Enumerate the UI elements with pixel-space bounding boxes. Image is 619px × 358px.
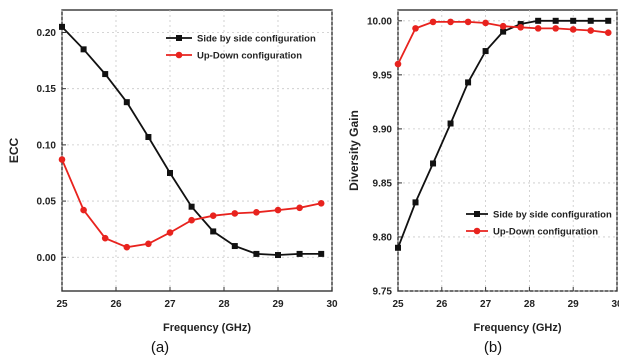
x-axis-label: Frequency (GHz)	[163, 322, 251, 334]
data-point	[58, 156, 66, 163]
data-point	[231, 243, 238, 250]
x-tick-label: 29	[272, 299, 284, 310]
data-point	[80, 206, 87, 214]
data-point	[535, 17, 542, 24]
data-point	[395, 244, 401, 251]
x-tick-label: 28	[524, 299, 536, 310]
x-tick-label: 25	[56, 299, 68, 310]
data-point	[569, 26, 577, 33]
y-tick-label: 9.75	[373, 287, 393, 298]
data-point	[145, 134, 152, 141]
data-point	[80, 46, 87, 53]
legend-marker	[175, 51, 183, 59]
data-point	[534, 25, 542, 32]
y-tick-label: 0.00	[37, 253, 57, 264]
data-point	[570, 17, 577, 24]
legend-marker	[473, 227, 481, 235]
legend: Side by side configuration Up-Down config…	[466, 210, 612, 238]
data-point	[167, 169, 173, 176]
x-tick-label: 30	[326, 299, 338, 310]
series-side-by-side	[59, 23, 325, 259]
y-tick-label: 0.10	[37, 140, 57, 151]
plot-area	[397, 9, 618, 292]
data-point	[188, 203, 195, 210]
data-point	[318, 250, 325, 257]
plot-area	[61, 9, 333, 292]
legend-label: Side by side configuration	[197, 34, 316, 45]
data-point	[604, 29, 612, 36]
data-point	[482, 48, 489, 55]
legend-label: Side by side configuration	[493, 210, 612, 221]
data-point	[587, 17, 594, 24]
x-tick-label: 27	[480, 299, 492, 310]
x-axis-label: Frequency (GHz)	[473, 322, 561, 334]
legend-marker	[176, 35, 182, 41]
data-point	[587, 27, 595, 34]
legend-marker	[474, 211, 480, 217]
x-tick-label: 26	[110, 299, 122, 310]
legend: Side by side configuration Up-Down config…	[166, 34, 316, 62]
data-point	[123, 243, 131, 251]
data-point	[500, 28, 507, 35]
data-point	[464, 18, 472, 26]
y-tick-label: 9.90	[373, 124, 393, 135]
data-point	[275, 252, 281, 259]
data-point	[274, 206, 282, 214]
data-point	[253, 209, 260, 216]
x-tick-label: 30	[611, 299, 619, 310]
data-point	[166, 229, 174, 236]
data-point	[209, 212, 217, 219]
data-point	[101, 234, 109, 242]
y-tick-label: 9.95	[373, 70, 393, 81]
panel-b: 25 26 27 28 29 30 9.75 9.80 9.85 9.90 9.95 10.00 Fre…	[347, 9, 619, 356]
data-point	[394, 60, 402, 68]
x-tick-label: 25	[392, 299, 404, 310]
data-point	[429, 18, 437, 26]
data-point	[145, 240, 152, 248]
y-tick-label: 10.00	[367, 16, 392, 27]
legend-label: Up-Down configuration	[197, 51, 302, 62]
x-tick-label: 29	[568, 299, 580, 310]
panel-a: 25 26 27 28 29 30 0.00 0.05 0.10 0.15 0.20 Frequenc…	[7, 9, 338, 356]
data-point	[447, 18, 454, 26]
y-tick-label: 0.05	[37, 197, 57, 208]
data-point	[59, 23, 65, 30]
y-axis-label: ECC	[7, 138, 21, 164]
panel-label: (b)	[484, 339, 502, 356]
data-point	[517, 23, 524, 31]
data-point	[552, 25, 559, 32]
data-point	[253, 250, 260, 257]
data-point	[296, 250, 303, 257]
data-point	[482, 19, 489, 27]
y-tick-label: 0.20	[37, 28, 57, 39]
data-point	[465, 79, 472, 86]
data-point	[412, 199, 419, 206]
data-point	[499, 22, 507, 30]
y-tick-label: 0.15	[37, 84, 57, 95]
y-axis-label: Diversity Gain	[347, 110, 361, 191]
series-up-down	[58, 156, 325, 251]
data-point	[412, 25, 419, 32]
x-tick-label: 28	[218, 299, 230, 310]
series-up-down	[394, 18, 612, 68]
data-point	[210, 228, 217, 235]
x-tick-label: 27	[164, 299, 176, 310]
legend-label: Up-Down configuration	[493, 227, 598, 238]
data-point	[447, 120, 454, 127]
data-point	[102, 71, 109, 78]
panel-label: (a)	[151, 339, 169, 356]
data-point	[605, 17, 612, 24]
data-point	[430, 160, 437, 167]
data-point	[188, 216, 195, 224]
x-tick-label: 26	[436, 299, 448, 310]
data-point	[296, 204, 303, 212]
data-point	[123, 99, 130, 106]
y-tick-label: 9.80	[373, 232, 393, 243]
data-point	[317, 200, 325, 207]
data-point	[231, 210, 239, 217]
data-point	[552, 17, 559, 24]
y-tick-label: 9.85	[373, 178, 393, 189]
